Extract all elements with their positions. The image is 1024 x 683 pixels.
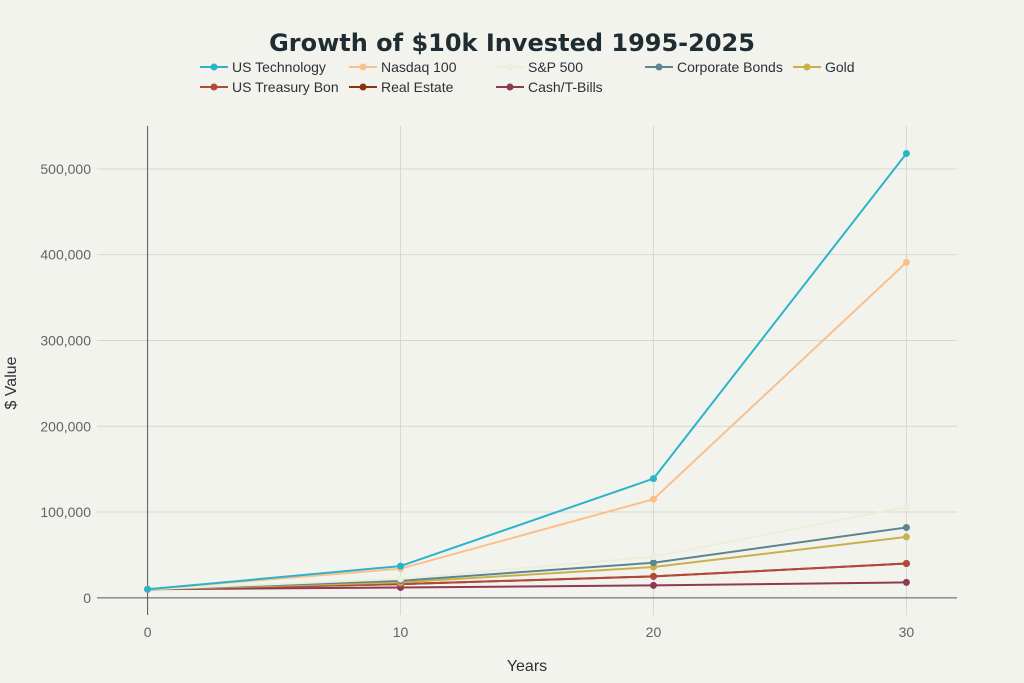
legend-swatch-marker [655, 63, 663, 71]
data-point [649, 495, 657, 503]
x-axis-title: Years [507, 658, 547, 675]
legend-label: Cash/T-Bills [528, 79, 603, 95]
data-point [902, 503, 910, 511]
legend-swatch-marker [803, 63, 811, 71]
x-axis-ticks: 0 10 20 30 [144, 624, 915, 640]
data-point [902, 523, 910, 531]
data-point [649, 475, 657, 483]
legend-label: Nasdaq 100 [381, 59, 457, 75]
data-point [649, 581, 657, 589]
legend-label: Real Estate [381, 79, 454, 95]
legend-item[interactable]: S&P 500 [496, 59, 583, 75]
y-tick-label: 400,000 [40, 247, 91, 263]
legend-label: Gold [825, 59, 855, 75]
chart-title: Growth of $10k Invested 1995-2025 [269, 29, 755, 57]
legend-swatch-marker [210, 83, 218, 91]
legend-item[interactable]: Real Estate [349, 79, 454, 95]
legend-item[interactable]: Gold [793, 59, 855, 75]
data-point [902, 258, 910, 266]
y-tick-label: 300,000 [40, 332, 91, 348]
data-point [649, 553, 657, 561]
data-point [902, 578, 910, 586]
legend-item[interactable]: Cash/T-Bills [496, 79, 603, 95]
legend: US Technology Nasdaq 100 S&P 500 Corporate … [200, 59, 855, 95]
legend-item[interactable]: Corporate Bonds [645, 59, 783, 75]
legend-label: US Treasury Bon [232, 79, 339, 95]
x-tick-label: 30 [899, 624, 915, 640]
legend-swatch-marker [210, 63, 218, 71]
legend-item[interactable]: US Technology [200, 59, 326, 75]
series-line [147, 261, 908, 591]
y-tick-label: 200,000 [40, 418, 91, 434]
series-layer [144, 149, 910, 593]
axes [97, 126, 957, 615]
data-point [902, 560, 910, 568]
legend-swatch-marker [359, 63, 367, 71]
legend-label: Corporate Bonds [677, 59, 783, 75]
data-point [397, 562, 405, 570]
legend-item[interactable]: Nasdaq 100 [349, 59, 457, 75]
legend-label: US Technology [232, 59, 326, 75]
legend-swatch-marker [506, 63, 514, 71]
y-tick-label: 0 [83, 590, 91, 606]
series-line [147, 505, 907, 591]
data-point [902, 533, 910, 541]
data-point [649, 572, 657, 580]
x-tick-label: 10 [393, 624, 409, 640]
x-tick-label: 0 [144, 624, 152, 640]
y-tick-label: 100,000 [40, 504, 91, 520]
series-line [147, 581, 907, 591]
legend-swatch-marker [506, 83, 514, 91]
series-line [147, 152, 908, 591]
y-tick-label: 500,000 [40, 161, 91, 177]
x-tick-label: 20 [646, 624, 662, 640]
series-0 [144, 149, 910, 593]
legend-swatch-marker [359, 83, 367, 91]
grid [97, 126, 957, 615]
y-axis-title: $ Value [3, 356, 20, 409]
data-point [649, 559, 657, 567]
data-point [902, 149, 910, 157]
series-2 [144, 503, 910, 593]
legend-label: S&P 500 [528, 59, 583, 75]
legend-item[interactable]: US Treasury Bon [200, 79, 339, 95]
data-point [397, 575, 405, 583]
y-axis-ticks: 0 100,000 200,000 300,000 400,000 500,000 [40, 161, 91, 606]
data-point [144, 585, 152, 593]
